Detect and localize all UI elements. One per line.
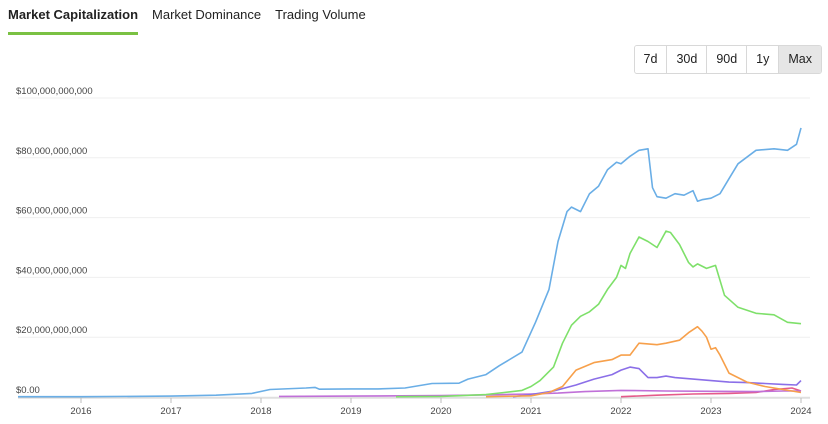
y-tick-label: $100,000,000,000	[16, 86, 93, 97]
range-button-7d[interactable]: 7d	[634, 46, 668, 73]
y-tick-label: $80,000,000,000	[16, 146, 87, 157]
series-line-6	[620, 387, 802, 398]
range-button-90d[interactable]: 90d	[707, 46, 748, 73]
tab-market-capitalization[interactable]: Market Capitalization	[8, 0, 139, 35]
series-line-3	[485, 325, 802, 398]
x-tick-label: 2024	[790, 406, 811, 417]
series-line-4	[512, 366, 802, 398]
series-line-2	[395, 230, 802, 398]
x-tick-label: 2017	[160, 406, 181, 417]
x-tick-label: 2018	[250, 406, 271, 417]
range-button-max[interactable]: Max	[779, 46, 821, 73]
range-button-30d[interactable]: 30d	[667, 46, 708, 73]
x-tick-label: 2021	[520, 406, 541, 417]
x-tick-label: 2022	[610, 406, 631, 417]
chart-tabs: Market Capitalization Market Dominance Tra…	[8, 0, 380, 35]
series-line-5	[278, 389, 801, 398]
x-tick-label: 2016	[70, 406, 91, 417]
tab-trading-volume[interactable]: Trading Volume	[275, 7, 366, 22]
range-selector: 7d 30d 90d 1y Max	[633, 45, 822, 74]
range-button-1y[interactable]: 1y	[747, 46, 780, 73]
x-tick-label: 2019	[340, 406, 361, 417]
x-tick-label: 2023	[700, 406, 721, 417]
y-tick-label: $20,000,000,000	[16, 325, 87, 336]
tab-market-dominance[interactable]: Market Dominance	[152, 7, 262, 22]
series-line-1	[18, 127, 802, 398]
y-tick-label: $0.00	[16, 385, 40, 396]
y-tick-label: $60,000,000,000	[16, 206, 87, 217]
y-tick-label: $40,000,000,000	[16, 265, 87, 276]
x-tick-label: 2020	[430, 406, 451, 417]
